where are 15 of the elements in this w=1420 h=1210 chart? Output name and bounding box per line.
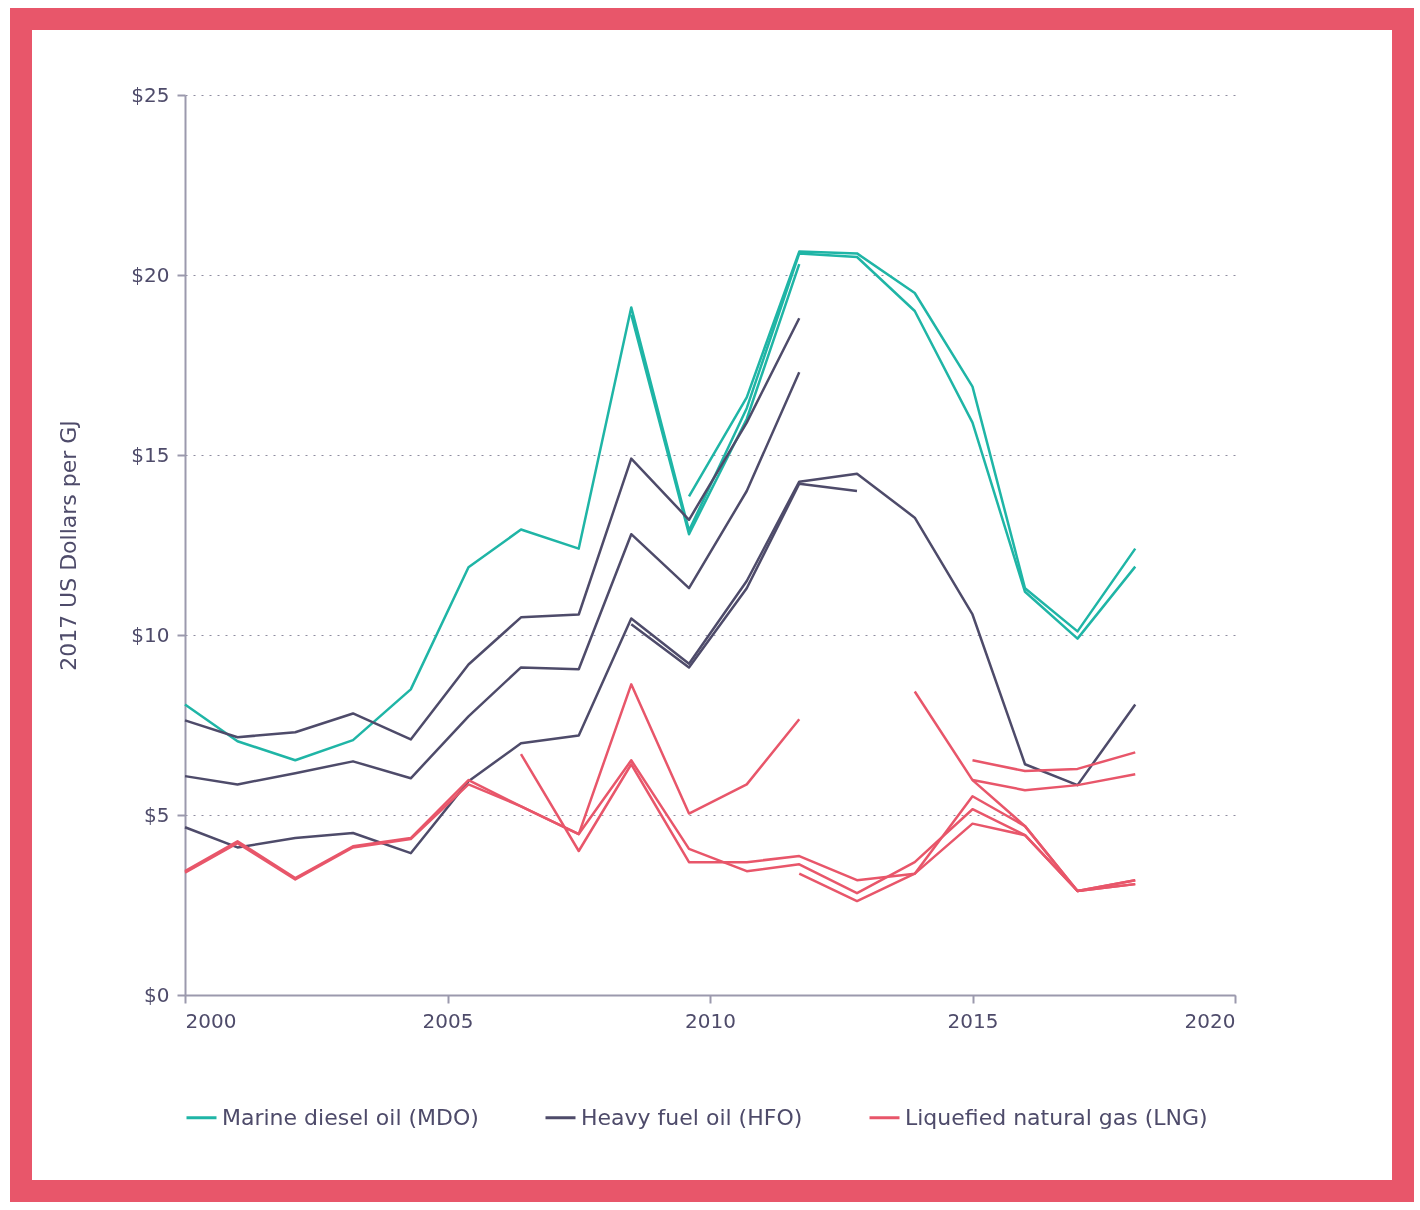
x-tick-label: 2010 — [685, 1008, 736, 1033]
legend-label: Heavy fuel oil (HFO) — [581, 1104, 803, 1130]
x-tick-label: 2000 — [185, 1008, 237, 1033]
y-tick-label: $0 — [144, 982, 170, 1007]
x-tick-label: 2020 — [1184, 1008, 1236, 1033]
y-tick-label: $5 — [144, 802, 170, 827]
legend-label: Marine diesel oil (MDO) — [222, 1104, 479, 1130]
legend-label: Liquefied natural gas (LNG) — [905, 1104, 1208, 1130]
x-tick-label: 2015 — [947, 1008, 999, 1033]
y-tick-label: $20 — [131, 262, 170, 287]
x-tick-label: 2005 — [422, 1008, 474, 1033]
y-tick-label: $15 — [131, 442, 170, 467]
y-axis-title: 2017 US Dollars per GJ — [56, 420, 82, 671]
y-tick-label: $10 — [131, 622, 170, 647]
y-tick-label: $25 — [131, 82, 170, 107]
